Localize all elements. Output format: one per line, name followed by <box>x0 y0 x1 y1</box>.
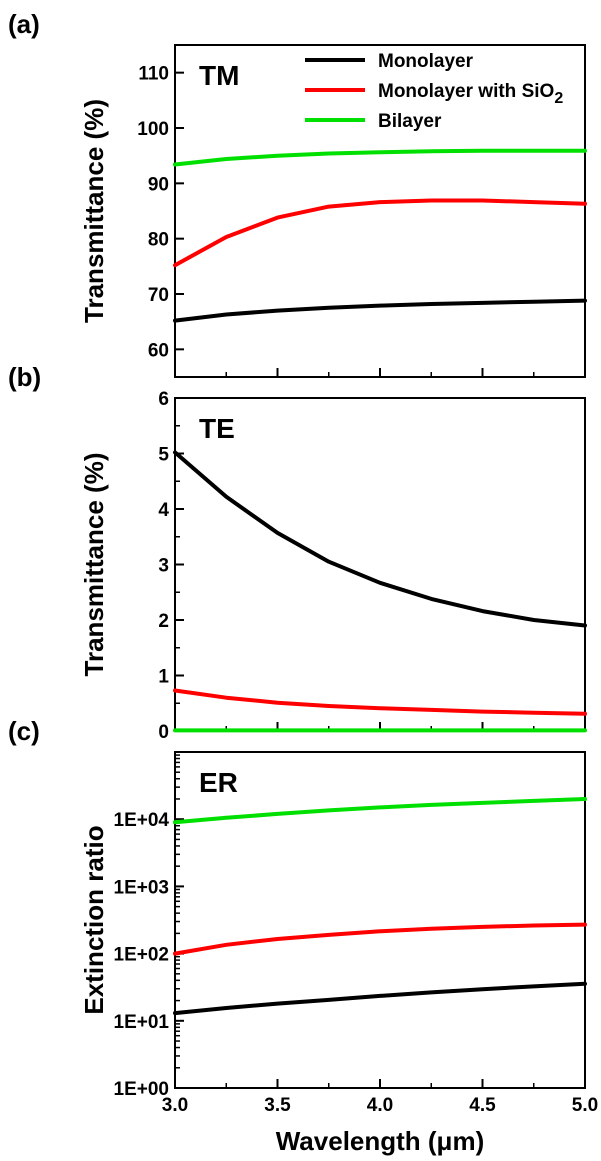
panel-b-y-tick-label: 3 <box>158 556 169 577</box>
legend-label-subscript: 2 <box>554 90 563 107</box>
panel-b-y-tick-label: 2 <box>158 611 169 632</box>
panel-a-y-tick-label: 90 <box>148 174 169 195</box>
panel-b-y-tick-label: 4 <box>158 500 169 521</box>
x-axis-label: Wavelength (μm) <box>276 1126 485 1156</box>
panel-a-y-tick-label: 70 <box>148 285 169 306</box>
legend-label-monolayer-with-sio2: Monolayer with SiO2 <box>378 81 563 107</box>
x-tick-label: 5.0 <box>572 1095 598 1116</box>
panel-c-series-monolayer <box>173 981 587 1016</box>
x-tick-label: 4.5 <box>469 1095 496 1116</box>
panel-b-series-monolayer-with-sio2 <box>173 688 587 716</box>
panel-c-series-monolayer-with-sio2 <box>173 922 587 956</box>
panel-a-label: (a) <box>8 9 40 39</box>
panel-a-series-monolayer <box>173 298 587 323</box>
panel-c-y-tick-label: 1E+03 <box>114 877 169 898</box>
panel-b-frame <box>174 397 586 732</box>
panel-a-y-tick-label: 80 <box>148 230 169 251</box>
panel-b-y-axis-label: Transmittance (%) <box>79 453 109 677</box>
panel-c-mode-tag: ER <box>199 767 238 798</box>
panel-a-y-tick-label: 60 <box>148 340 169 361</box>
panel-a-mode-tag: TM <box>199 60 239 91</box>
panel-a-series-bilayer <box>173 148 587 167</box>
panel-c-y-axis-label: Extinction ratio <box>79 825 109 1014</box>
legend-label-bilayer: Bilayer <box>378 111 442 132</box>
x-tick-label: 3.5 <box>264 1095 291 1116</box>
panel-b-y-tick-label: 5 <box>158 445 169 466</box>
panel-b-y-tick-label: 1 <box>158 667 169 688</box>
panel-b-y-tick-label: 6 <box>158 389 169 410</box>
panel-c-y-tick-label: 1E+02 <box>114 945 169 966</box>
panel-b-label: (b) <box>8 362 41 392</box>
x-tick-label: 4.0 <box>367 1095 393 1116</box>
panel-c-y-tick-label: 1E+00 <box>114 1079 169 1100</box>
panel-c-y-tick-label: 1E+04 <box>114 810 170 831</box>
legend-label-monolayer: Monolayer <box>378 51 474 72</box>
panel-b-mode-tag: TE <box>199 413 235 444</box>
x-tick-label: 3.0 <box>162 1095 188 1116</box>
panel-b-y-tick-label: 0 <box>158 722 169 743</box>
panel-c-label: (c) <box>8 716 40 746</box>
panel-b-series-monolayer <box>173 450 587 628</box>
panel-c-y-tick-label: 1E+01 <box>114 1012 170 1033</box>
panel-c-series-bilayer <box>173 797 587 825</box>
legend-label-text: Monolayer <box>378 51 474 72</box>
panel-a-y-tick-label: 100 <box>137 119 169 140</box>
legend-label-text: Monolayer with SiO <box>378 81 554 102</box>
panel-a-y-tick-label: 110 <box>138 64 169 85</box>
panel-a-series-monolayer-with-sio2 <box>173 198 587 268</box>
panel-a-y-axis-label: Transmittance (%) <box>79 99 109 323</box>
legend-label-text: Bilayer <box>378 111 442 132</box>
